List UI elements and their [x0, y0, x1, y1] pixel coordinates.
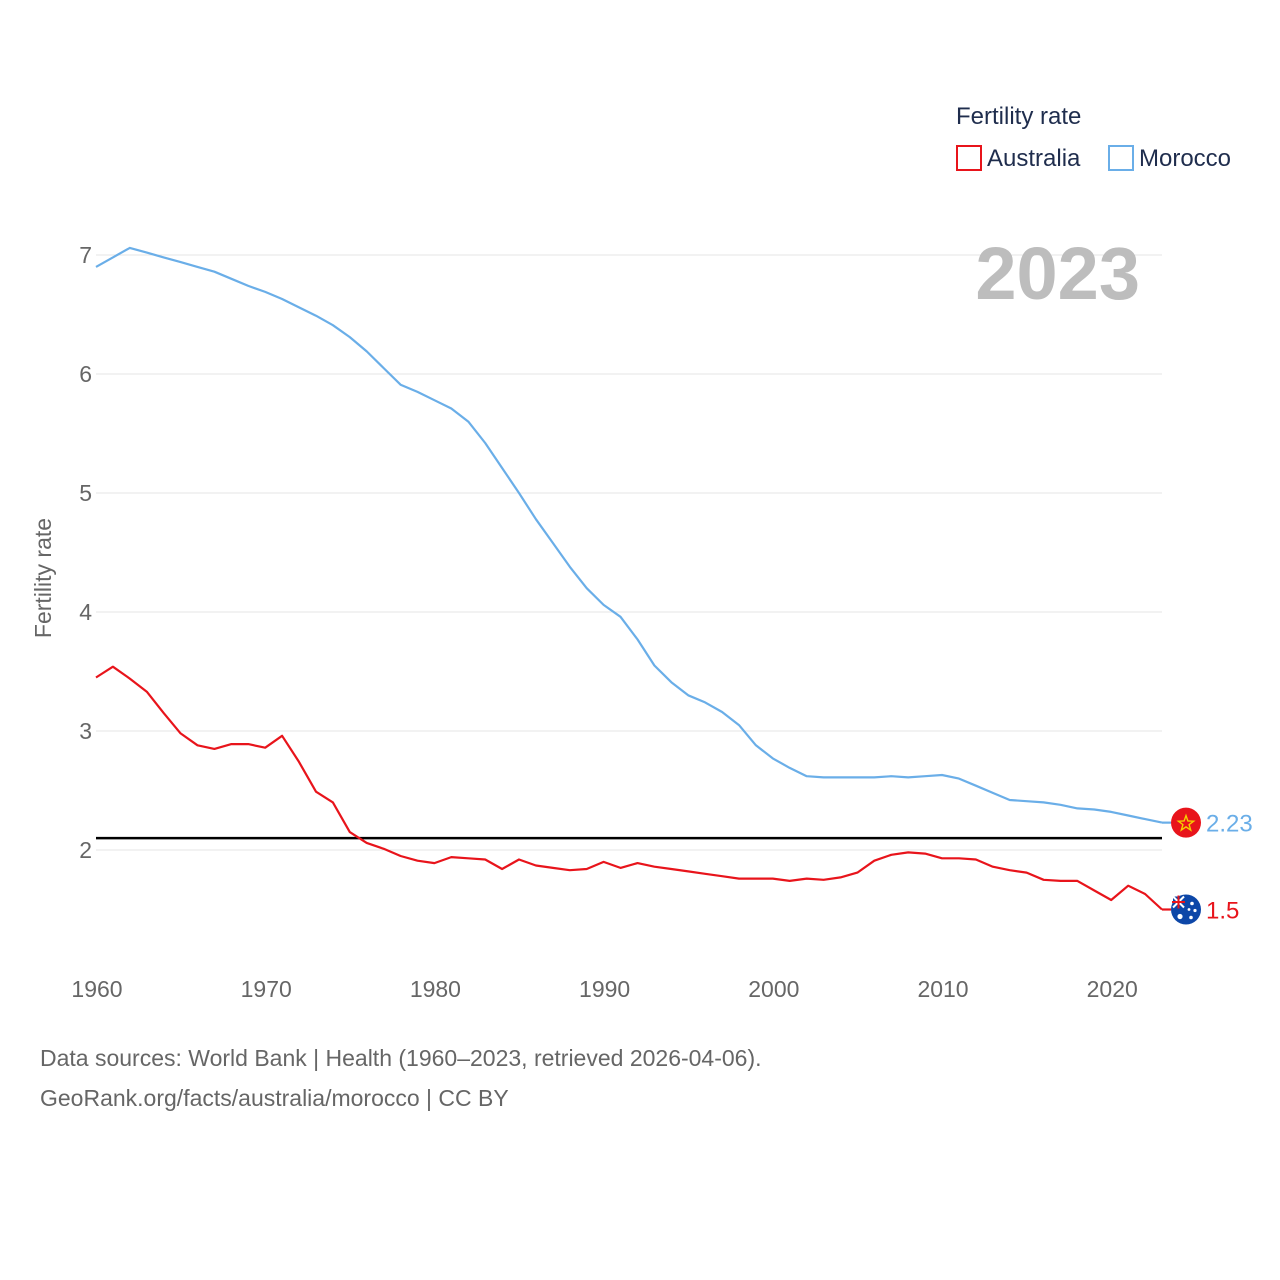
series-line-australia	[95, 665, 1163, 911]
x-tick-1990: 1990	[579, 976, 630, 1002]
x-axis: 1960 1970 1980 1990 2000 2010 2020	[71, 976, 1137, 1002]
legend-label-australia: Australia	[987, 145, 1081, 172]
end-markers: 1.5 2.23	[1162, 807, 1253, 925]
legend-label-morocco: Morocco	[1139, 145, 1231, 172]
flag-star	[1177, 913, 1183, 920]
legend-swatch-australia	[956, 145, 982, 171]
x-tick-1980: 1980	[410, 976, 461, 1002]
y-tick-6: 6	[79, 361, 92, 387]
y-tick-7: 7	[79, 242, 92, 268]
flag-circle	[1171, 807, 1201, 838]
flag-star	[1193, 908, 1197, 913]
y-axis-title: Fertility rate	[30, 518, 56, 638]
end-value-australia: 1.5	[1206, 898, 1239, 925]
x-tick-2000: 2000	[748, 976, 799, 1002]
legend-title: Fertility rate	[956, 103, 1081, 130]
legend-item-australia[interactable]: Australia	[956, 145, 1081, 172]
y-tick-3: 3	[79, 718, 92, 744]
footer-sources: Data sources: World Bank | Health (1960–…	[40, 1045, 762, 1071]
y-axis: 2 3 4 5 6 7	[79, 242, 92, 863]
footer-attribution[interactable]: GeoRank.org/facts/australia/morocco | CC…	[40, 1085, 509, 1111]
x-tick-2010: 2010	[917, 976, 968, 1002]
series-lines	[95, 246, 1163, 911]
legend-item-morocco[interactable]: Morocco	[1108, 145, 1231, 172]
gridlines	[96, 254, 1162, 851]
x-tick-1970: 1970	[241, 976, 292, 1002]
flag-star	[1176, 813, 1196, 832]
y-tick-2: 2	[79, 837, 92, 863]
end-value-morocco: 2.23	[1206, 811, 1253, 838]
flag-star	[1189, 915, 1193, 920]
legend: Fertility rate Australia Morocco	[956, 103, 1231, 172]
y-tick-4: 4	[79, 599, 92, 625]
y-tick-5: 5	[79, 480, 92, 506]
flag-star	[1190, 901, 1194, 906]
flag-morocco-icon	[1171, 807, 1201, 838]
legend-swatch-morocco	[1108, 145, 1134, 171]
flag-star	[1187, 908, 1191, 911]
flag-australia-icon	[1171, 894, 1201, 925]
x-tick-2020: 2020	[1087, 976, 1138, 1002]
current-year-label: 2023	[975, 232, 1140, 315]
x-tick-1960: 1960	[71, 976, 122, 1002]
series-line-morocco	[95, 246, 1163, 824]
